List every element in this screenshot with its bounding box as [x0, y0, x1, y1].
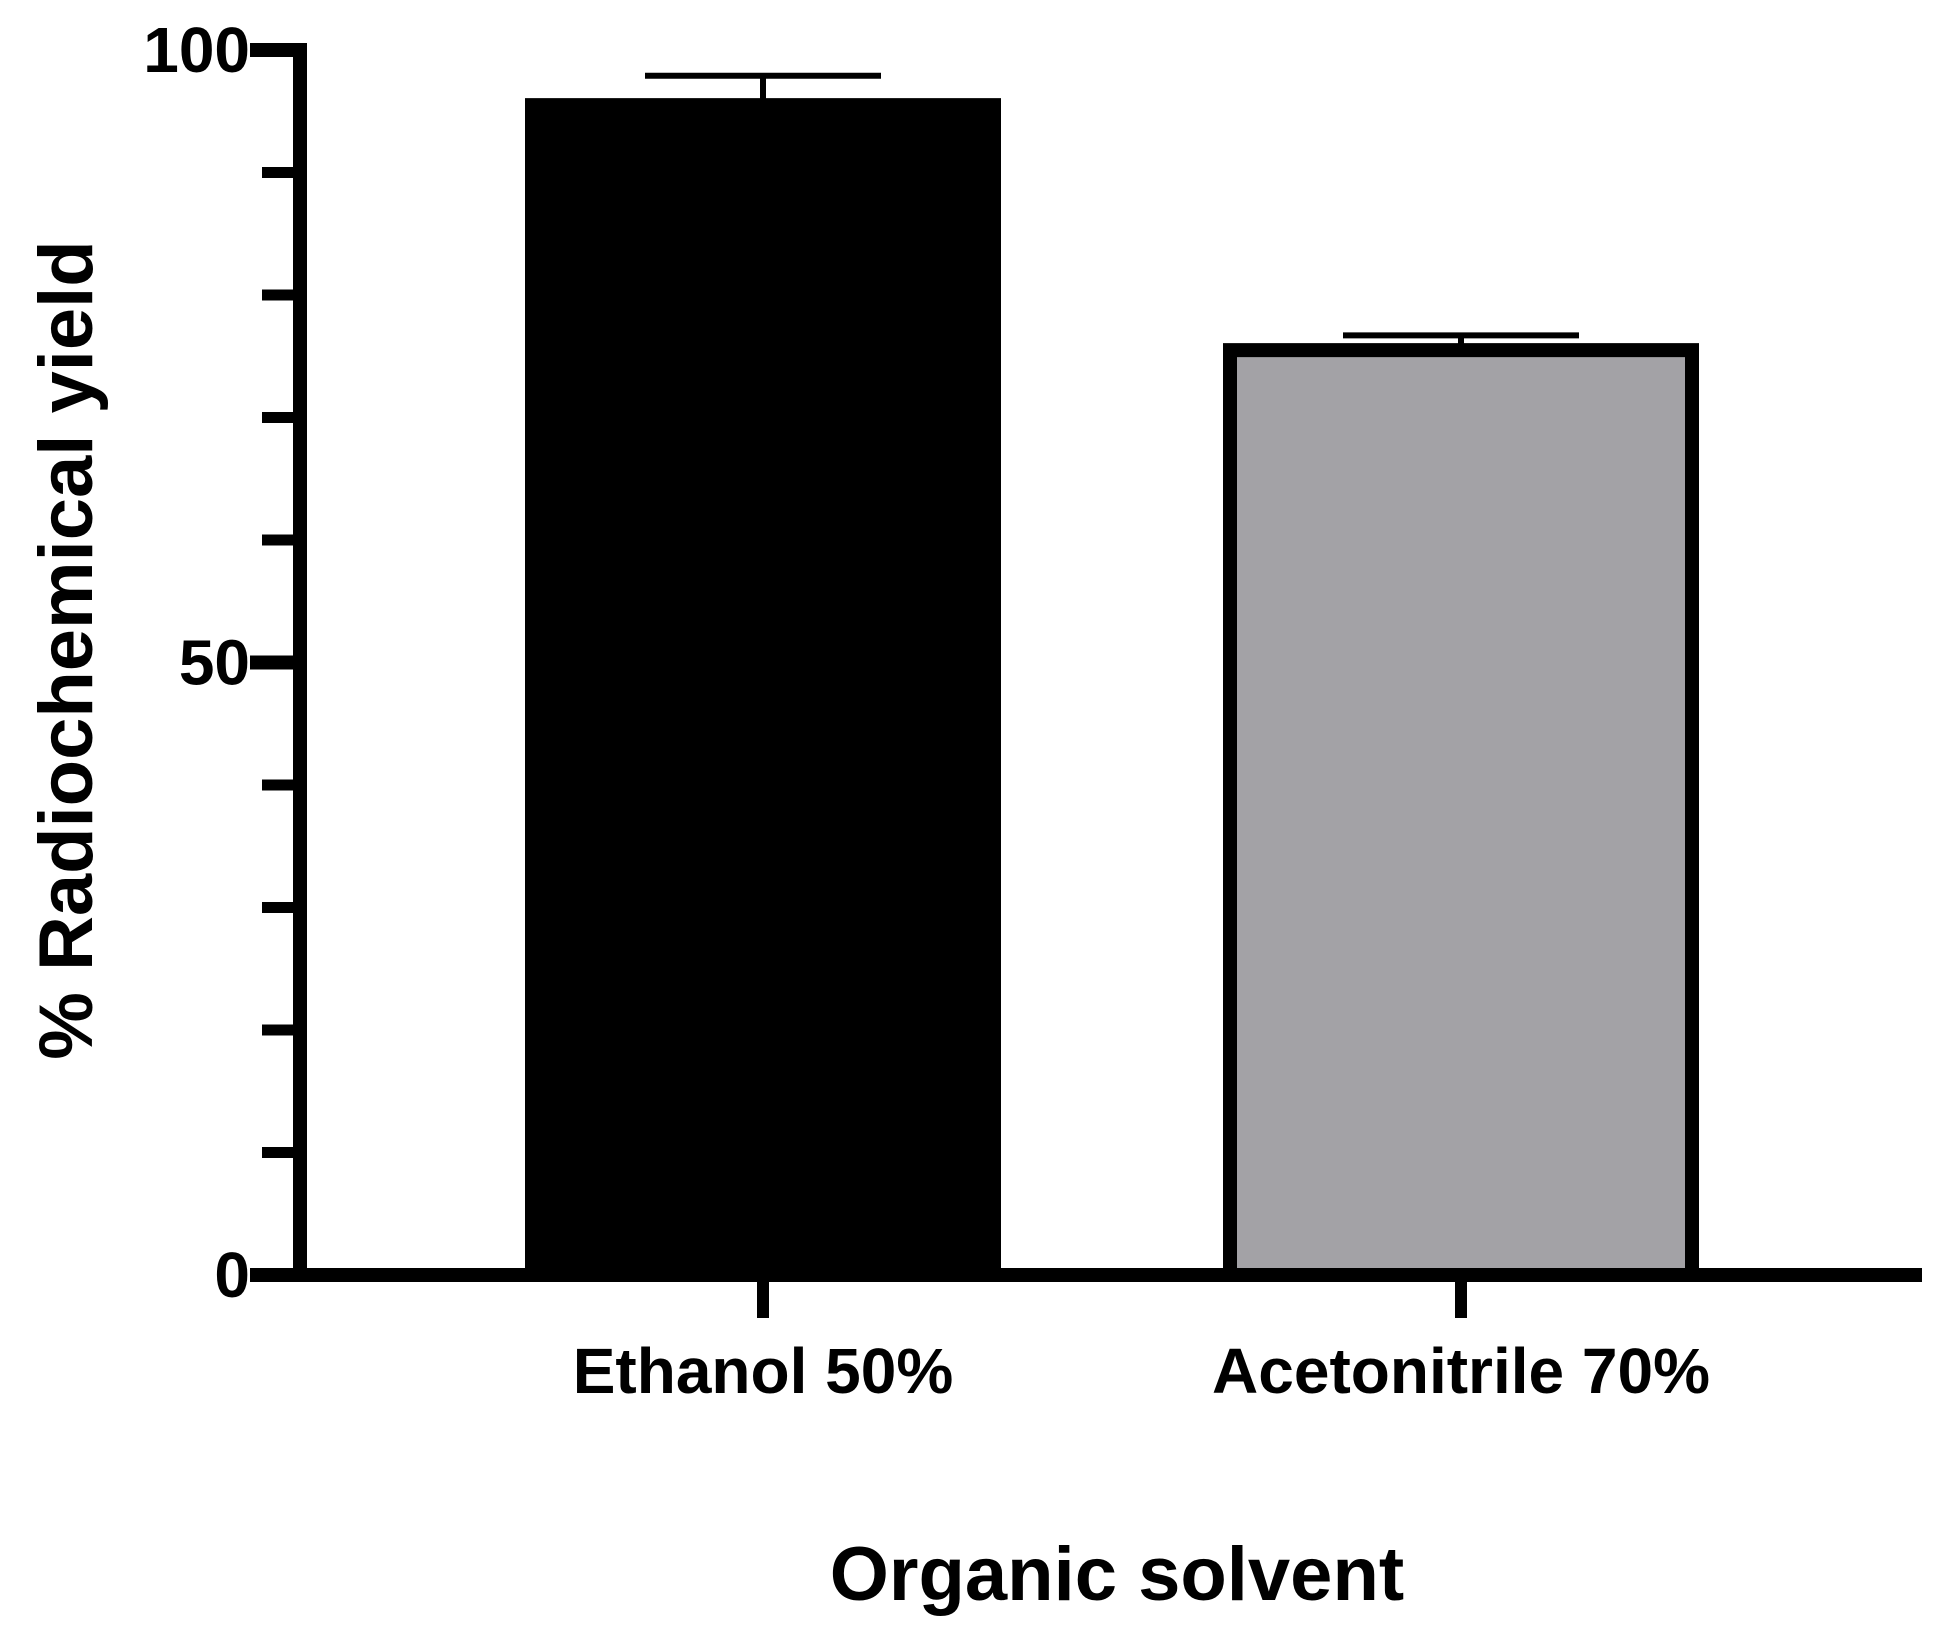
y-tick-label: 100 [143, 14, 250, 86]
y-major-ticks [250, 43, 300, 1282]
x-category-label: Acetonitrile 70% [1212, 1335, 1710, 1407]
y-axis-title: % Radiochemical yield [24, 240, 109, 1059]
bar-1 [525, 98, 1001, 1282]
x-category-ticks [757, 1275, 1467, 1318]
x-category-labels: Ethanol 50% Acetonitrile 70% [573, 1335, 1710, 1407]
bars [525, 98, 1699, 1282]
error-bars [645, 72, 1579, 351]
y-tick-label: 50 [179, 627, 250, 699]
x-category-label: Ethanol 50% [573, 1335, 954, 1407]
y-tick-label: 0 [214, 1239, 250, 1311]
y-tick-labels: 0 50 100 [143, 14, 250, 1311]
bar-2 [1223, 343, 1699, 1282]
x-axis-title: Organic solvent [830, 1532, 1404, 1617]
y-minor-ticks [262, 167, 300, 1158]
